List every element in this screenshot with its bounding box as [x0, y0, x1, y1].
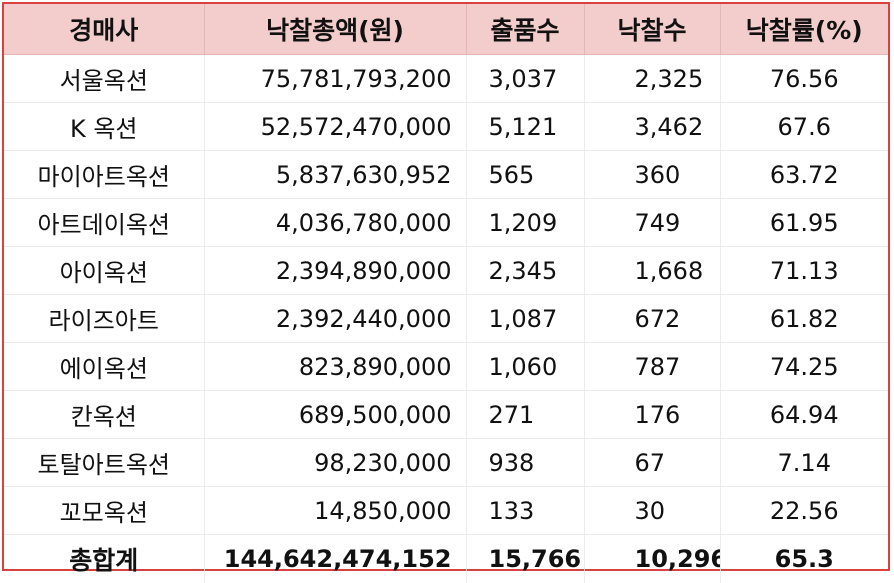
table-row: 꼬모옥션 14,850,000 133 30 22.56	[4, 487, 888, 535]
cell-lots-offered: 5,121	[466, 103, 584, 151]
cell-total-amount: 75,781,793,200	[204, 55, 466, 103]
total-amount: 144,642,474,152	[204, 535, 466, 583]
cell-lots-offered: 3,037	[466, 55, 584, 103]
table-row: 서울옥션 75,781,793,200 3,037 2,325 76.56	[4, 55, 888, 103]
cell-sell-through-rate: 71.13	[720, 247, 888, 295]
cell-lots-offered: 271	[466, 391, 584, 439]
cell-lots-offered: 1,087	[466, 295, 584, 343]
header-auction-house: 경매사	[4, 4, 204, 55]
cell-lots-sold: 67	[584, 439, 720, 487]
table-row: 마이아트옥션 5,837,630,952 565 360 63.72	[4, 151, 888, 199]
cell-auction-house: 토탈아트옥션	[4, 439, 204, 487]
cell-sell-through-rate: 22.56	[720, 487, 888, 535]
total-label: 총합계	[4, 535, 204, 583]
cell-lots-offered: 133	[466, 487, 584, 535]
cell-total-amount: 98,230,000	[204, 439, 466, 487]
table-row: 에이옥션 823,890,000 1,060 787 74.25	[4, 343, 888, 391]
cell-auction-house: 마이아트옥션	[4, 151, 204, 199]
cell-lots-sold: 2,325	[584, 55, 720, 103]
cell-total-amount: 5,837,630,952	[204, 151, 466, 199]
cell-lots-sold: 3,462	[584, 103, 720, 151]
auction-results-table: 경매사 낙찰총액(원) 출품수 낙찰수 낙찰률(%) 서울옥션 75,781,7…	[4, 4, 888, 583]
cell-total-amount: 2,394,890,000	[204, 247, 466, 295]
total-lots-offered: 15,766	[466, 535, 584, 583]
cell-sell-through-rate: 76.56	[720, 55, 888, 103]
cell-lots-sold: 672	[584, 295, 720, 343]
table-row: K 옥션 52,572,470,000 5,121 3,462 67.6	[4, 103, 888, 151]
auction-results-table-frame: 경매사 낙찰총액(원) 출품수 낙찰수 낙찰률(%) 서울옥션 75,781,7…	[2, 2, 890, 571]
cell-total-amount: 14,850,000	[204, 487, 466, 535]
cell-sell-through-rate: 67.6	[720, 103, 888, 151]
cell-lots-offered: 1,060	[466, 343, 584, 391]
table-row: 라이즈아트 2,392,440,000 1,087 672 61.82	[4, 295, 888, 343]
cell-sell-through-rate: 61.82	[720, 295, 888, 343]
total-row: 총합계 144,642,474,152 15,766 10,296 65.3	[4, 535, 888, 583]
header-row: 경매사 낙찰총액(원) 출품수 낙찰수 낙찰률(%)	[4, 4, 888, 55]
cell-auction-house: 서울옥션	[4, 55, 204, 103]
total-sell-through-rate: 65.3	[720, 535, 888, 583]
cell-auction-house: 칸옥션	[4, 391, 204, 439]
cell-auction-house: K 옥션	[4, 103, 204, 151]
cell-total-amount: 4,036,780,000	[204, 199, 466, 247]
cell-total-amount: 823,890,000	[204, 343, 466, 391]
cell-lots-offered: 565	[466, 151, 584, 199]
cell-lots-offered: 2,345	[466, 247, 584, 295]
table-row: 칸옥션 689,500,000 271 176 64.94	[4, 391, 888, 439]
cell-sell-through-rate: 61.95	[720, 199, 888, 247]
cell-auction-house: 라이즈아트	[4, 295, 204, 343]
cell-auction-house: 아트데이옥션	[4, 199, 204, 247]
cell-lots-offered: 1,209	[466, 199, 584, 247]
cell-lots-sold: 787	[584, 343, 720, 391]
cell-sell-through-rate: 74.25	[720, 343, 888, 391]
cell-lots-sold: 30	[584, 487, 720, 535]
header-lots-sold: 낙찰수	[584, 4, 720, 55]
cell-auction-house: 꼬모옥션	[4, 487, 204, 535]
cell-auction-house: 아이옥션	[4, 247, 204, 295]
cell-lots-offered: 938	[466, 439, 584, 487]
cell-total-amount: 52,572,470,000	[204, 103, 466, 151]
total-lots-sold: 10,296	[584, 535, 720, 583]
cell-sell-through-rate: 63.72	[720, 151, 888, 199]
cell-lots-sold: 1,668	[584, 247, 720, 295]
cell-total-amount: 2,392,440,000	[204, 295, 466, 343]
header-total-amount: 낙찰총액(원)	[204, 4, 466, 55]
cell-sell-through-rate: 7.14	[720, 439, 888, 487]
cell-lots-sold: 176	[584, 391, 720, 439]
header-sell-through-rate: 낙찰률(%)	[720, 4, 888, 55]
cell-lots-sold: 749	[584, 199, 720, 247]
cell-auction-house: 에이옥션	[4, 343, 204, 391]
table-row: 아트데이옥션 4,036,780,000 1,209 749 61.95	[4, 199, 888, 247]
cell-total-amount: 689,500,000	[204, 391, 466, 439]
cell-sell-through-rate: 64.94	[720, 391, 888, 439]
header-lots-offered: 출품수	[466, 4, 584, 55]
cell-lots-sold: 360	[584, 151, 720, 199]
table-row: 아이옥션 2,394,890,000 2,345 1,668 71.13	[4, 247, 888, 295]
table-row: 토탈아트옥션 98,230,000 938 67 7.14	[4, 439, 888, 487]
